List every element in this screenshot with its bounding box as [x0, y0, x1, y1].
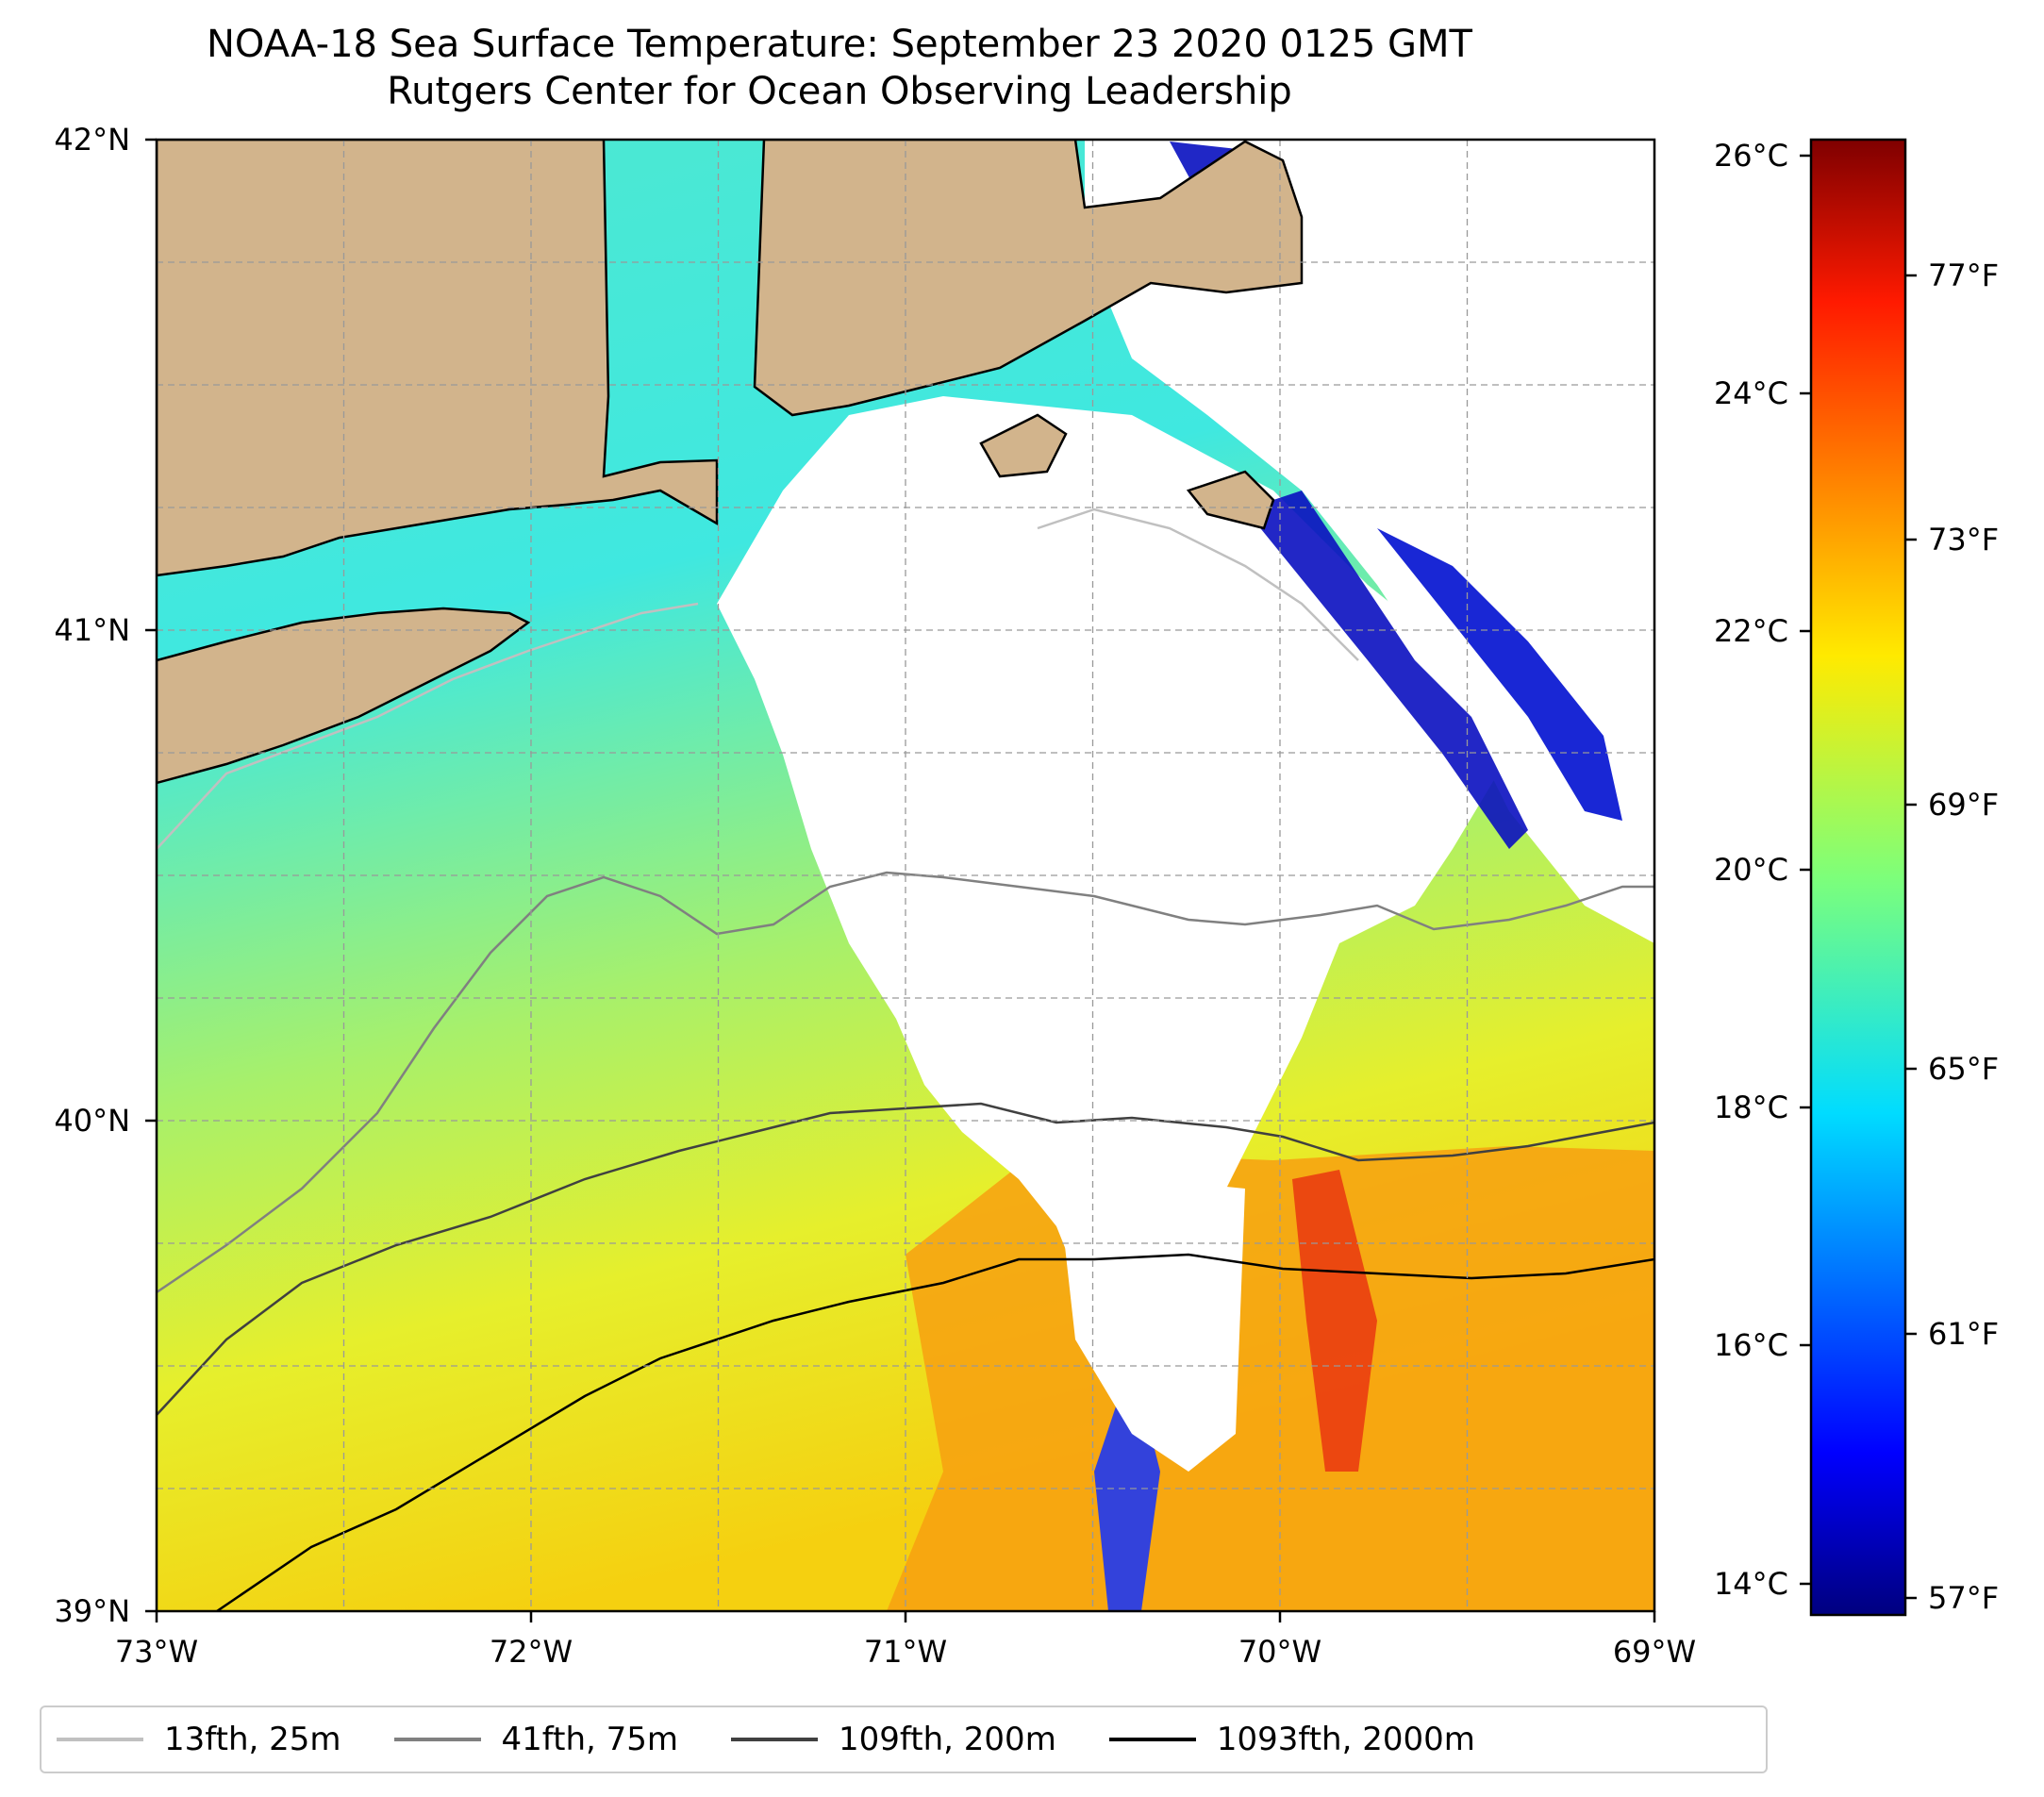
y-tick-label: 40°N — [54, 1103, 130, 1139]
colorbar-celsius-label: 26°C — [1714, 138, 1788, 174]
colorbar-fahrenheit-label: 77°F — [1928, 258, 1999, 293]
cold-water-band — [1377, 528, 1622, 821]
colorbar-celsius-label: 20°C — [1714, 852, 1788, 888]
colorbar-celsius-label: 16°C — [1714, 1327, 1788, 1363]
colorbar-fahrenheit-label: 69°F — [1928, 787, 1999, 823]
cloud-mask — [1085, 140, 1654, 943]
legend-label: 13fth, 25m — [164, 1721, 341, 1758]
isobath-legend: 13fth, 25m 41fth, 75m 109fth, 200m 1093f… — [40, 1705, 1768, 1773]
colorbar-celsius-label: 18°C — [1714, 1090, 1788, 1125]
colorbar-celsius-label: 24°C — [1714, 375, 1788, 411]
x-tick-label: 72°W — [490, 1634, 573, 1670]
hot-filament — [1292, 1170, 1377, 1472]
isobath-75m — [157, 871, 1654, 1294]
land-mass — [157, 607, 531, 785]
colorbar-gradient — [1809, 138, 1907, 1617]
legend-swatch — [731, 1738, 819, 1741]
colorbar-celsius-label: 14°C — [1714, 1566, 1788, 1602]
isobath-25m — [157, 602, 699, 850]
x-axis-ticks — [155, 1611, 1656, 1622]
cloud-mask — [1056, 1170, 1245, 1472]
map-gridlines — [157, 140, 1654, 1611]
title-line-2: Rutgers Center for Ocean Observing Leade… — [387, 70, 1292, 113]
legend-item-2000m: 1093fth, 2000m — [1108, 1721, 1475, 1758]
colorbar-fahrenheit-label: 61°F — [1928, 1316, 1999, 1352]
legend-item-25m: 13fth, 25m — [57, 1721, 341, 1758]
land-mass — [753, 140, 1304, 417]
y-tick-label: 41°N — [54, 612, 130, 648]
colorbar-celsius-ticks — [1800, 154, 1811, 1586]
isobath-2000m — [216, 1253, 1654, 1611]
colorbar-fahrenheit-label: 73°F — [1928, 522, 1999, 557]
title-line-1: NOAA-18 Sea Surface Temperature: Septemb… — [207, 23, 1472, 66]
x-tick-label: 69°W — [1613, 1634, 1696, 1670]
y-tick-label: 39°N — [54, 1593, 130, 1629]
legend-swatch — [1108, 1738, 1196, 1741]
cloud-mask — [717, 396, 1509, 1339]
land-mass — [1186, 470, 1275, 530]
legend-swatch — [57, 1738, 143, 1741]
legend-item-200m: 109fth, 200m — [731, 1721, 1056, 1758]
legend-label: 1093fth, 2000m — [1216, 1721, 1475, 1758]
x-tick-label: 73°W — [115, 1634, 198, 1670]
colorbar-fahrenheit-ticks — [1905, 274, 1917, 1600]
isobath-25m — [1037, 507, 1359, 661]
legend-label: 41fth, 75m — [501, 1721, 679, 1758]
isobath-200m — [157, 1102, 1654, 1416]
colorbar: 26°C 24°C 22°C 20°C 18°C 16°C 14°C 77°F … — [1714, 138, 1999, 1617]
legend-label: 109fth, 200m — [839, 1721, 1056, 1758]
legend-item-75m: 41fth, 75m — [393, 1721, 679, 1758]
legend-swatch — [393, 1738, 481, 1741]
cold-water-band — [1245, 491, 1528, 849]
y-tick-label: 42°N — [54, 122, 130, 158]
x-tick-label: 71°W — [864, 1634, 947, 1670]
colorbar-celsius-label: 22°C — [1714, 613, 1788, 649]
x-tick-label: 70°W — [1238, 1634, 1321, 1670]
chart-title: NOAA-18 Sea Surface Temperature: Septemb… — [0, 21, 1679, 115]
colorbar-fahrenheit-label: 65°F — [1928, 1051, 1999, 1087]
map-area — [157, 140, 1654, 1611]
y-axis-ticks — [145, 138, 157, 1613]
warm-water-patch — [887, 1146, 1654, 1611]
land-mass — [157, 140, 719, 577]
land-mass — [979, 413, 1068, 478]
colorbar-fahrenheit-label: 57°F — [1928, 1580, 1999, 1616]
